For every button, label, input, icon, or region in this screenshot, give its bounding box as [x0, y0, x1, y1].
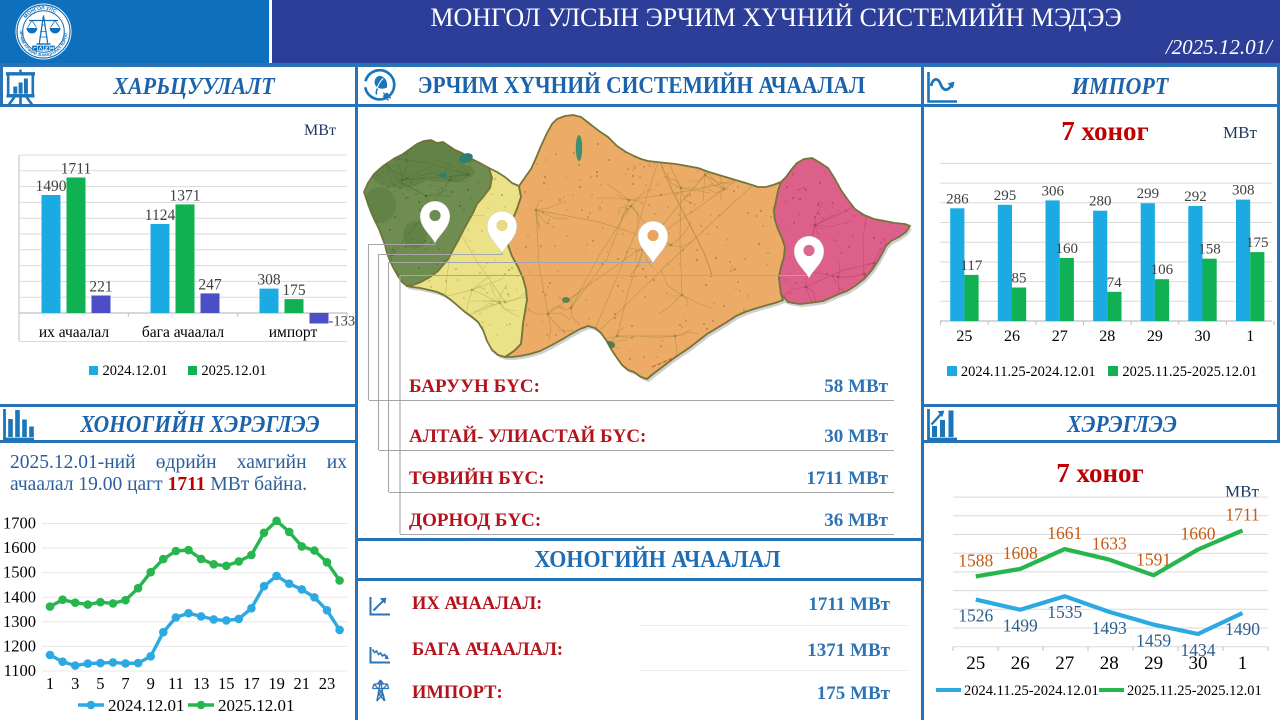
svg-text:29: 29: [1147, 328, 1163, 345]
svg-text:11: 11: [168, 674, 184, 693]
svg-text:106: 106: [1151, 262, 1174, 278]
svg-text:17: 17: [243, 674, 260, 693]
svg-text:1490: 1490: [36, 178, 67, 195]
svg-text:23: 23: [319, 674, 336, 693]
svg-text:1711: 1711: [61, 161, 91, 178]
svg-text:28: 28: [1099, 328, 1115, 345]
svg-text:292: 292: [1184, 189, 1207, 205]
svg-text:1400: 1400: [3, 587, 36, 606]
svg-text:13: 13: [193, 674, 210, 693]
svg-text:295: 295: [994, 188, 1017, 204]
svg-text:30: 30: [1189, 653, 1208, 674]
svg-text:1490: 1490: [1225, 619, 1260, 639]
svg-text:308: 308: [1232, 183, 1255, 199]
svg-text:1499: 1499: [1003, 616, 1038, 636]
svg-text:1591: 1591: [1136, 549, 1171, 569]
svg-text:5: 5: [96, 674, 104, 693]
svg-text:247: 247: [198, 276, 222, 293]
svg-text:1434: 1434: [1181, 640, 1216, 660]
svg-text:3: 3: [71, 674, 79, 693]
svg-text:1200: 1200: [3, 636, 36, 655]
svg-text:1608: 1608: [1003, 543, 1038, 563]
svg-text:160: 160: [1055, 241, 1078, 257]
svg-text:их ачаалал: их ачаалал: [39, 324, 110, 341]
svg-text:280: 280: [1089, 194, 1112, 210]
svg-text:-133: -133: [329, 314, 356, 330]
svg-text:25: 25: [956, 328, 972, 345]
svg-text:299: 299: [1137, 186, 1160, 202]
svg-text:1300: 1300: [3, 612, 36, 631]
svg-text:85: 85: [1012, 271, 1027, 287]
svg-text:30: 30: [1195, 328, 1211, 345]
svg-text:1500: 1500: [3, 563, 36, 582]
svg-text:29: 29: [1144, 653, 1163, 674]
svg-text:1526: 1526: [958, 606, 993, 626]
svg-text:19: 19: [268, 674, 285, 693]
svg-text:1633: 1633: [1092, 534, 1127, 554]
svg-text:306: 306: [1041, 183, 1064, 199]
svg-text:28: 28: [1100, 653, 1119, 674]
svg-text:7: 7: [121, 674, 129, 693]
svg-text:2024.11.25-2024.12.01: 2024.11.25-2024.12.01: [964, 683, 1099, 699]
svg-text:1: 1: [1238, 653, 1248, 674]
svg-text:74: 74: [1107, 275, 1123, 291]
svg-text:2025.11.25-2025.12.01: 2025.11.25-2025.12.01: [1127, 683, 1262, 699]
svg-text:1: 1: [46, 674, 54, 693]
svg-text:27: 27: [1052, 328, 1068, 345]
svg-text:1600: 1600: [3, 538, 36, 557]
svg-text:21: 21: [294, 674, 311, 693]
svg-text:1371: 1371: [170, 187, 201, 204]
svg-text:1661: 1661: [1047, 523, 1082, 543]
svg-text:1711: 1711: [1225, 504, 1259, 524]
svg-text:117: 117: [960, 258, 982, 274]
svg-text:26: 26: [1011, 653, 1030, 674]
svg-text:1493: 1493: [1092, 618, 1127, 638]
svg-text:1660: 1660: [1181, 524, 1216, 544]
svg-text:286: 286: [946, 191, 969, 207]
svg-text:25: 25: [966, 653, 985, 674]
svg-text:2025.12.01: 2025.12.01: [218, 696, 295, 715]
svg-text:175: 175: [1246, 235, 1269, 251]
svg-text:1: 1: [1246, 328, 1254, 345]
svg-text:26: 26: [1004, 328, 1020, 345]
svg-text:158: 158: [1198, 242, 1221, 258]
svg-text:1700: 1700: [3, 514, 36, 533]
svg-text:9: 9: [147, 674, 155, 693]
svg-text:бага ачаалал: бага ачаалал: [142, 324, 225, 341]
svg-text:импорт: импорт: [269, 324, 318, 341]
svg-text:1124: 1124: [145, 207, 176, 224]
svg-text:221: 221: [89, 279, 112, 296]
svg-text:175: 175: [282, 282, 306, 299]
svg-text:15: 15: [218, 674, 235, 693]
svg-text:27: 27: [1055, 653, 1074, 674]
svg-text:1100: 1100: [4, 661, 36, 680]
svg-text:2024.12.01: 2024.12.01: [108, 696, 185, 715]
svg-text:308: 308: [257, 272, 281, 289]
svg-text:1535: 1535: [1047, 602, 1082, 622]
svg-text:1588: 1588: [958, 550, 993, 570]
svg-text:1459: 1459: [1136, 631, 1171, 651]
